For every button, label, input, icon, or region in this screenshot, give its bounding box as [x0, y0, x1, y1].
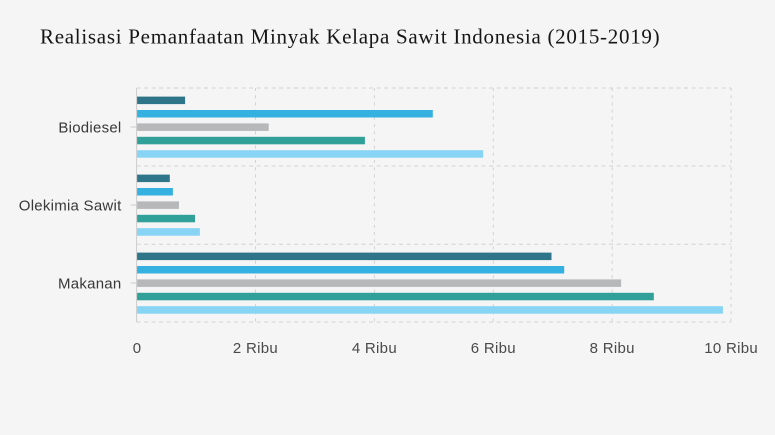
svg-text:Biodiesel: Biodiesel	[58, 120, 121, 137]
svg-text:Realisasi Pemanfaatan Minyak K: Realisasi Pemanfaatan Minyak Kelapa Sawi…	[40, 25, 660, 49]
svg-text:0: 0	[133, 340, 142, 357]
svg-text:2 Ribu: 2 Ribu	[233, 340, 278, 357]
svg-text:Olekimia Sawit: Olekimia Sawit	[19, 198, 122, 215]
svg-text:Makanan: Makanan	[58, 276, 121, 293]
svg-text:6 Ribu: 6 Ribu	[471, 340, 516, 357]
svg-text:4 Ribu: 4 Ribu	[352, 340, 397, 357]
svg-text:8 Ribu: 8 Ribu	[590, 340, 635, 357]
svg-text:10 Ribu: 10 Ribu	[704, 340, 758, 357]
